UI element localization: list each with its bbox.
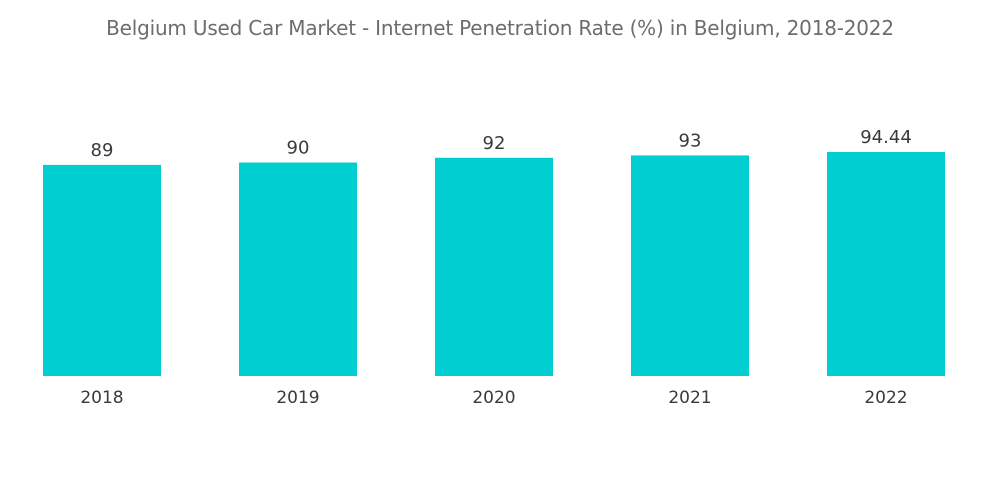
x-tick-label-2018: 2018 <box>80 388 123 408</box>
x-tick-label-2021: 2021 <box>668 388 711 408</box>
data-label-2020: 92 <box>483 133 506 154</box>
chart-title: Belgium Used Car Market - Internet Penet… <box>106 16 894 40</box>
bar-2020 <box>435 157 553 376</box>
x-tick-label-2019: 2019 <box>276 388 319 408</box>
data-label-2021: 93 <box>679 130 702 151</box>
bar-2022 <box>827 152 945 376</box>
bar-2021 <box>631 155 749 376</box>
data-label-2022: 94.44 <box>860 127 912 148</box>
x-tick-label-2022: 2022 <box>864 388 907 408</box>
x-tick-label-2020: 2020 <box>472 388 515 408</box>
bar-2018 <box>43 164 161 376</box>
data-label-2018: 89 <box>91 140 114 161</box>
bar-2019 <box>239 162 357 376</box>
data-label-2019: 90 <box>287 138 310 159</box>
